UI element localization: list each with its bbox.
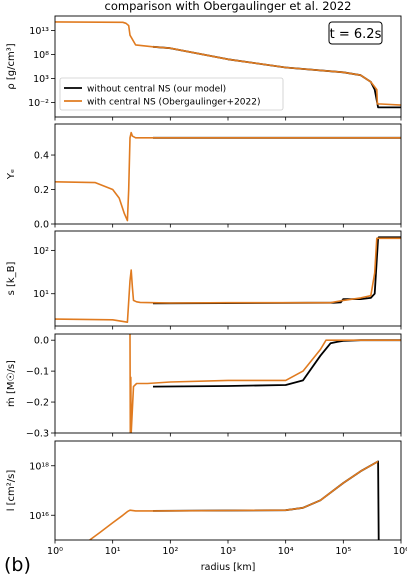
x-tick-label: 10⁰ [47,546,63,557]
series-line-obergaulinger [89,460,379,540]
y-tick-label: 10¹⁸ [29,461,49,472]
y-axis-label: ṁ [M☉/s] [6,360,17,407]
time-box: t = 6.2s [328,21,383,45]
axes-frame [54,440,402,541]
series-line-obergaulinger [55,131,401,222]
panel-5: 10¹⁸ 10¹⁶ l [cm²/s] 10⁰ 10¹ 10² 10³ 10⁴ 10⁵ 10⁶ ra… [6,440,407,573]
y-tick-label: 10¹³ [29,26,49,37]
series-line-our-model [152,460,380,540]
series-line-our-model [152,236,401,305]
y-tick-label: 10¹⁶ [29,511,49,522]
y-tick-label: 0.2 [34,185,49,196]
y-tick-label: −0.1 [26,367,49,378]
time-box-label: t = 6.2s [330,27,382,42]
panel-2: 0.0 0.2 0.4 Yₑ [6,123,402,231]
x-tick-label: 10⁶ [393,546,407,557]
y-tick-label: 10¹ [33,289,49,300]
x-tick-label: 10⁵ [335,546,351,557]
y-axis-label: ρ [g/cm³] [6,43,17,89]
axes-frame [54,333,402,434]
series-line-obergaulinger [55,21,401,106]
figure-title: comparison with Obergaulinger et al. 202… [105,0,352,13]
y-tick-label: −0.3 [26,429,49,440]
y-tick-label: 0.4 [34,151,49,162]
axes-frame [54,230,402,327]
series-line-obergaulinger [129,334,401,433]
panel-1: 10¹³ 10⁸ 10³ 10⁻² ρ [g/cm³] without central N… [6,15,402,121]
y-axis-label: l [cm²/s] [6,470,17,512]
panels: 10¹³ 10⁸ 10³ 10⁻² ρ [g/cm³] without central N… [6,15,407,573]
legend: without central NS (our model) with centr… [59,77,284,111]
panel-3: 10² 10¹ s [k_B] [6,230,402,330]
y-tick-label: 0.0 [34,220,49,231]
x-tick-label: 10³ [220,546,236,557]
legend-entry: without central NS (our model) [87,85,226,95]
y-axis-label: s [k_B] [6,261,17,295]
y-tick-label: 0.0 [34,336,49,347]
time-box-frame [328,21,383,45]
y-tick-label: 10⁸ [33,50,49,61]
x-axis-label: radius [km] [201,562,256,573]
panel-label: (b) [4,554,31,576]
x-tick-label: 10⁴ [278,546,294,557]
y-tick-label: 10³ [33,74,49,85]
legend-entry: with central NS (Obergaulinger+2022) [87,98,261,108]
axes-frame [54,123,402,225]
x-tick-label: 10¹ [105,546,121,557]
y-tick-label: 10⁻² [28,98,49,109]
x-tick-label: 10² [162,546,178,557]
panel-4: 0.0 −0.1 −0.2 −0.3 ṁ [M☉/s] [6,333,402,440]
y-tick-label: −0.2 [26,398,49,409]
legend-box [59,77,284,111]
series-line-obergaulinger [55,237,401,324]
y-axis-label: Yₑ [6,169,17,180]
y-tick-label: 10² [33,246,49,257]
